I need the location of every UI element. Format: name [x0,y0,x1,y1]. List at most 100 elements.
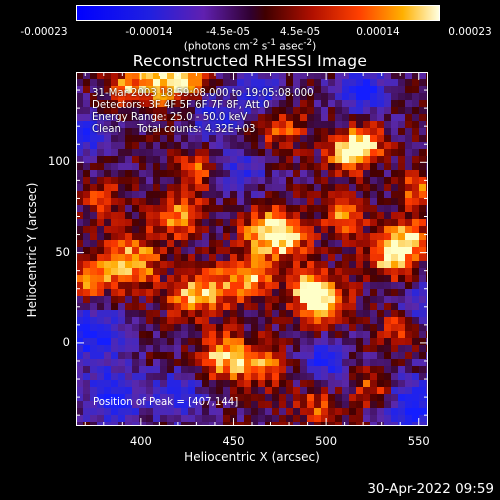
heatmap-cell [160,191,168,199]
heatmap-cell [398,107,406,115]
heatmap-cell [223,310,231,318]
heatmap-cell [216,198,224,206]
heatmap-cell [265,149,273,157]
heatmap-cell [202,163,210,171]
annotation-detectors: Detectors: 3F 4F 5F 6F 7F 8F, Att 0 [92,100,270,111]
heatmap-cell [167,331,175,339]
heatmap-cell [153,415,161,423]
heatmap-cell [279,177,287,185]
heatmap-cell [139,93,147,101]
heatmap-cell [160,212,168,220]
heatmap-cell [293,415,301,423]
heatmap-cell [125,380,133,388]
heatmap-cell [132,296,140,304]
heatmap-cell [97,142,105,150]
heatmap-cell [83,254,91,262]
heatmap-cell [279,261,287,269]
heatmap-cell [370,338,378,346]
heatmap-cell [405,317,413,325]
heatmap-cell [111,296,119,304]
heatmap-cell [258,149,266,157]
heatmap-cell [125,128,133,136]
heatmap-cell [132,107,140,115]
heatmap-cell [279,282,287,290]
heatmap-cell [328,114,336,122]
heatmap-cell [188,324,196,332]
heatmap-cell [174,387,182,395]
heatmap-cell [293,149,301,157]
heatmap-cell [342,72,350,80]
heatmap-cell [181,359,189,367]
heatmap-cell [216,163,224,171]
heatmap-cell [83,247,91,255]
heatmap-cell [349,149,357,157]
heatmap-cell [293,191,301,199]
heatmap-cell [209,380,217,388]
heatmap-cell [237,79,245,87]
heatmap-cell [111,373,119,381]
heatmap-cell [412,156,420,164]
heatmap-cell [181,142,189,150]
heatmap-cell [370,261,378,269]
heatmap-cell [342,296,350,304]
heatmap-cell [104,268,112,276]
heatmap-cell [398,163,406,171]
heatmap-cell [97,422,105,426]
heatmap-cell [405,240,413,248]
heatmap-cell [307,93,315,101]
heatmap-cell [132,303,140,311]
heatmap-cell [272,289,280,297]
heatmap-cell [391,93,399,101]
heatmap-cell [209,247,217,255]
heatmap-cell [167,408,175,416]
heatmap-cell [349,205,357,213]
heatmap-cell [195,184,203,192]
heatmap-cell [181,317,189,325]
heatmap-cell [286,282,294,290]
heatmap-cell [391,415,399,423]
heatmap-cell [244,254,252,262]
heatmap-cell [97,177,105,185]
heatmap-cell [83,212,91,220]
heatmap-cell [216,331,224,339]
heatmap-cell [167,163,175,171]
heatmap-cell [391,128,399,136]
heatmap-cell [118,366,126,374]
heatmap-cell [384,100,392,108]
heatmap-cell [146,79,154,87]
heatmap-cell [419,184,427,192]
heatmap-cell [321,107,329,115]
heatmap-cell [237,121,245,129]
heatmap-cell [202,373,210,381]
heatmap-cell [160,289,168,297]
heatmap-cell [377,191,385,199]
heatmap-cell [139,373,147,381]
heatmap-cell [272,233,280,241]
heatmap-cell [377,310,385,318]
heatmap-cell [419,254,427,262]
heatmap-cell [391,324,399,332]
heatmap-cell [272,310,280,318]
heatmap-cell [279,184,287,192]
heatmap-cell [377,254,385,262]
heatmap-cell [342,415,350,423]
heatmap-cell [412,415,420,423]
heatmap-cell [419,226,427,234]
heatmap-cell [405,408,413,416]
heatmap-cell [202,345,210,353]
heatmap-cell [223,107,231,115]
heatmap-cell [279,198,287,206]
heatmap-cell [97,205,105,213]
heatmap-cell [412,212,420,220]
heatmap-cell [384,149,392,157]
heatmap-cell [391,107,399,115]
heatmap-cell [223,254,231,262]
heatmap-cell [146,100,154,108]
heatmap-cell [377,247,385,255]
heatmap-cell [293,177,301,185]
heatmap-cell [265,415,273,423]
heatmap-cell [293,79,301,87]
heatmap-cell [202,212,210,220]
heatmap-cell [391,114,399,122]
heatmap-cell [111,198,119,206]
